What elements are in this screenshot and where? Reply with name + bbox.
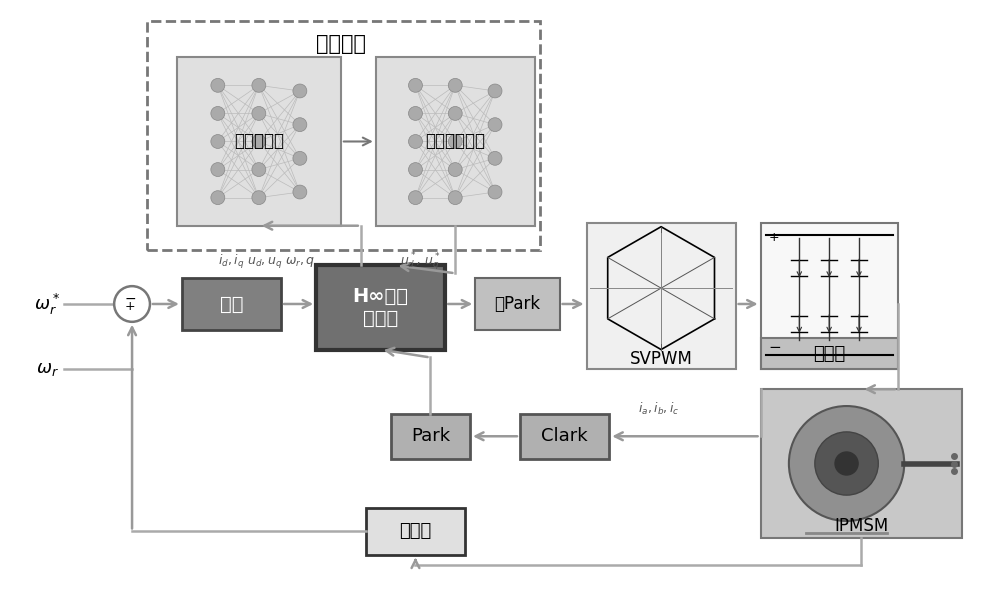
- Circle shape: [815, 432, 878, 495]
- Text: 反Park: 反Park: [494, 295, 540, 313]
- Circle shape: [252, 163, 266, 177]
- Circle shape: [448, 106, 462, 120]
- Text: +: +: [769, 231, 779, 244]
- Bar: [316, 266, 445, 350]
- Bar: [182, 278, 281, 330]
- Circle shape: [211, 191, 225, 204]
- Circle shape: [448, 134, 462, 148]
- Text: −: −: [124, 292, 136, 306]
- Circle shape: [252, 106, 266, 120]
- Circle shape: [114, 286, 150, 322]
- Circle shape: [211, 134, 225, 148]
- Text: +: +: [125, 301, 135, 313]
- Circle shape: [448, 191, 462, 204]
- Text: −: −: [769, 339, 781, 355]
- Circle shape: [293, 84, 307, 98]
- Circle shape: [252, 134, 266, 148]
- Text: H∞最优
控制器: H∞最优 控制器: [353, 287, 409, 328]
- Bar: [147, 21, 540, 250]
- Text: SVPWM: SVPWM: [630, 350, 693, 368]
- Circle shape: [789, 406, 904, 521]
- Bar: [391, 414, 470, 459]
- Circle shape: [488, 151, 502, 165]
- Circle shape: [252, 79, 266, 93]
- Circle shape: [409, 134, 422, 148]
- Circle shape: [409, 163, 422, 177]
- Circle shape: [488, 185, 502, 199]
- Circle shape: [448, 79, 462, 93]
- Bar: [366, 508, 465, 555]
- Text: 值函数近似: 值函数近似: [234, 132, 284, 151]
- Text: $\omega_r^*$: $\omega_r^*$: [34, 292, 61, 316]
- Bar: [761, 389, 962, 538]
- Bar: [376, 57, 535, 226]
- Bar: [587, 223, 736, 370]
- Circle shape: [488, 118, 502, 131]
- Circle shape: [252, 191, 266, 204]
- Text: $u_d^*$, $u_q^*$: $u_d^*$, $u_q^*$: [400, 251, 441, 273]
- Text: 强化学习: 强化学习: [316, 34, 366, 54]
- Circle shape: [293, 151, 307, 165]
- Circle shape: [211, 79, 225, 93]
- Circle shape: [409, 191, 422, 204]
- Text: Clark: Clark: [541, 427, 588, 445]
- Circle shape: [409, 106, 422, 120]
- Text: 传感器: 传感器: [399, 522, 432, 540]
- Bar: [177, 57, 341, 226]
- Text: 积分: 积分: [220, 295, 243, 313]
- Circle shape: [448, 163, 462, 177]
- Circle shape: [835, 452, 858, 475]
- Text: 控制策略更新: 控制策略更新: [425, 132, 485, 151]
- Bar: [520, 414, 609, 459]
- Text: $i_d,i_q$ $u_d,u_q$ $\omega_r,q$: $i_d,i_q$ $u_d,u_q$ $\omega_r,q$: [218, 253, 315, 272]
- Circle shape: [409, 79, 422, 93]
- Text: $i_a,i_b,i_c$: $i_a,i_b,i_c$: [638, 401, 680, 417]
- Text: IPMSM: IPMSM: [834, 517, 889, 535]
- Circle shape: [211, 106, 225, 120]
- Text: Park: Park: [411, 427, 450, 445]
- Circle shape: [211, 163, 225, 177]
- Text: $\omega_r$: $\omega_r$: [36, 361, 59, 378]
- Bar: [761, 223, 898, 370]
- Circle shape: [293, 118, 307, 131]
- Text: 驱动器: 驱动器: [813, 344, 845, 362]
- Bar: [761, 338, 898, 370]
- Bar: [475, 278, 560, 330]
- Circle shape: [488, 84, 502, 98]
- Circle shape: [293, 185, 307, 199]
